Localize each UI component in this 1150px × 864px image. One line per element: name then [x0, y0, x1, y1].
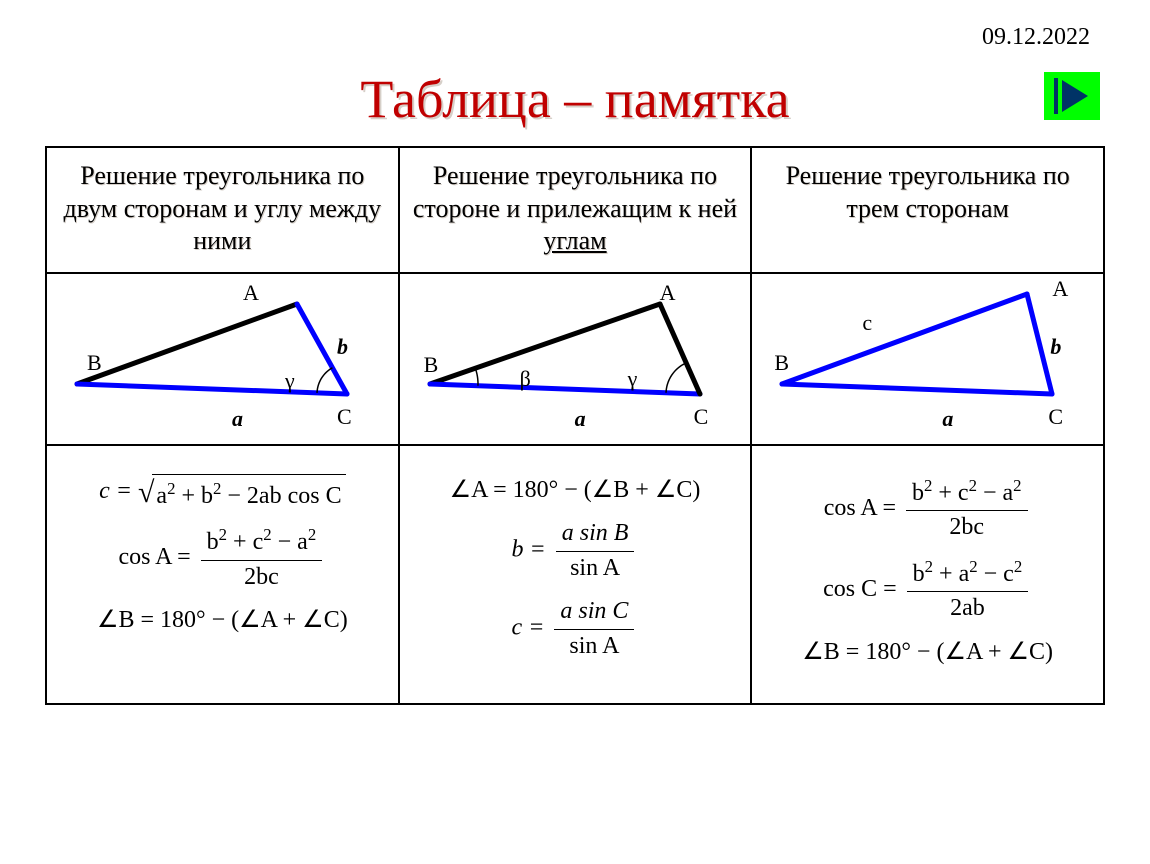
- slide-title: Таблица – памятка: [0, 0, 1150, 146]
- formula-3-2: cos C = b2 + a2 − c2 2ab: [762, 555, 1093, 626]
- sqrt-arg: a2 + b2 − 2ab cos C: [156, 483, 341, 509]
- diagram-label: B: [774, 350, 789, 376]
- diagram-label: C: [694, 404, 709, 430]
- diagram-label: γ: [285, 368, 295, 394]
- diagram-label: b: [1050, 334, 1061, 360]
- diagram-label: a: [575, 406, 586, 432]
- formula-1-2: cos A = b2 + c2 − a2 2bc: [57, 523, 388, 594]
- formula-3-1: cos A = b2 + c2 − a2 2bc: [762, 474, 1093, 545]
- next-arrow-icon: [1052, 78, 1092, 114]
- formula-1-1: c = √a2 + b2 − 2ab cos C: [57, 474, 388, 514]
- formulas-3: cos A = b2 + c2 − a2 2bc cos C = b2 + a2…: [751, 445, 1104, 705]
- header-row: Решение треугольника по двум сторонам и …: [46, 147, 1104, 273]
- formula-3-3: ∠B = 180° − (∠A + ∠C): [762, 636, 1093, 670]
- diagram-label: B: [87, 350, 102, 376]
- col3-header: Решение треугольника по трем сторонам: [751, 147, 1104, 273]
- diagram-label: A: [660, 280, 676, 306]
- diagram-1: B A Ca b γ: [46, 273, 399, 445]
- formula-2-1: ∠A = 180° − (∠B + ∠C): [410, 474, 741, 508]
- diagram-label: γ: [628, 366, 638, 392]
- diagram-label: C: [1048, 404, 1063, 430]
- diagram-label: β: [520, 366, 531, 392]
- formula-2-2: b = a sin B sin A: [410, 517, 741, 585]
- diagram-label: A: [243, 280, 259, 306]
- diagram-label: a: [942, 406, 953, 432]
- col1-header: Решение треугольника по двум сторонам и …: [46, 147, 399, 273]
- col2-header: Решение треугольника по стороне и прилеж…: [399, 147, 752, 273]
- formulas-2: ∠A = 180° − (∠B + ∠C) b = a sin B sin A …: [399, 445, 752, 705]
- next-slide-button[interactable]: [1044, 72, 1100, 120]
- diagram-label: B: [424, 352, 439, 378]
- diagram-label: A: [1052, 276, 1068, 302]
- diagram-label: C: [337, 404, 352, 430]
- diagram-3: B A Cc a b: [751, 273, 1104, 445]
- diagram-label: c: [862, 310, 872, 336]
- diagram-label: a: [232, 406, 243, 432]
- formula-2-3: c = a sin C sin A: [410, 595, 741, 663]
- date-text: 09.12.2022: [982, 24, 1090, 51]
- diagram-2: B A Ca β γ: [399, 273, 752, 445]
- memo-table: Решение треугольника по двум сторонам и …: [45, 146, 1105, 705]
- diagram-label: b: [337, 334, 348, 360]
- formula-1-3: ∠B = 180° − (∠A + ∠C): [57, 604, 388, 638]
- diagram-row: B A Ca b γ B A Ca β γ B A Cc a b: [46, 273, 1104, 445]
- formulas-1: c = √a2 + b2 − 2ab cos C cos A = b2 + c2…: [46, 445, 399, 705]
- formula-row: c = √a2 + b2 − 2ab cos C cos A = b2 + c2…: [46, 445, 1104, 705]
